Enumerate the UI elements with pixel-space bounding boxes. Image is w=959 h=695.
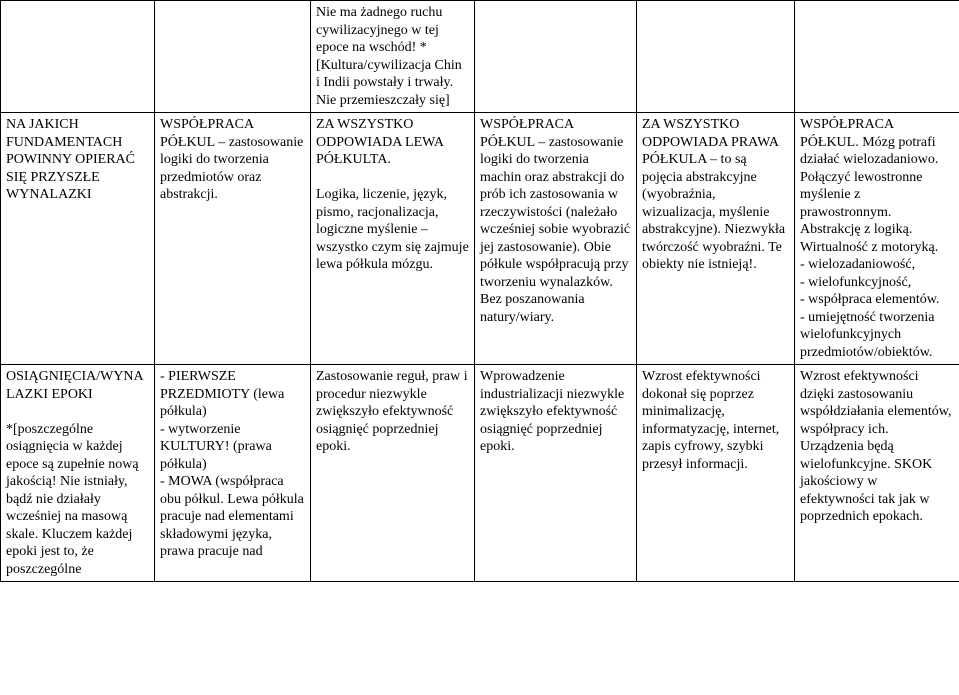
cell: NA JAKICH FUNDAMENTACH POWINNY OPIERAĆ S… bbox=[1, 113, 155, 365]
cell: WSPÓŁPRACA PÓŁKUL – zastosowanie logiki … bbox=[155, 113, 311, 365]
cell: ZA WSZYSTKO ODPOWIADA LEWA PÓŁKULTA.Logi… bbox=[311, 113, 475, 365]
cell: Zastosowanie reguł, praw i procedur niez… bbox=[311, 365, 475, 582]
table-row: NA JAKICH FUNDAMENTACH POWINNY OPIERAĆ S… bbox=[1, 113, 959, 365]
cell bbox=[155, 1, 311, 113]
cell: Wprowadzenie industrializacji niezwykle … bbox=[475, 365, 637, 582]
cell: WSPÓŁPRACA PÓŁKUL – zastosowanie logiki … bbox=[475, 113, 637, 365]
table-row: OSIĄGNIĘCIA/WYNALAZKI EPOKI*[poszczególn… bbox=[1, 365, 959, 582]
cell: - PIERWSZE PRZEDMIOTY (lewa półkula)- wy… bbox=[155, 365, 311, 582]
cell: Wzrost efektywności dokonał się poprzez … bbox=[637, 365, 795, 582]
table-row: Nie ma żadnego ruchu cywilizacyjnego w t… bbox=[1, 1, 959, 113]
cell: Wzrost efektywności dzięki zastosowaniu … bbox=[795, 365, 959, 582]
cell bbox=[1, 1, 155, 113]
comparison-table: Nie ma żadnego ruchu cywilizacyjnego w t… bbox=[0, 0, 959, 582]
cell bbox=[475, 1, 637, 113]
cell bbox=[637, 1, 795, 113]
cell: WSPÓŁPRACA PÓŁKUL. Mózg potrafi działać … bbox=[795, 113, 959, 365]
cell bbox=[795, 1, 959, 113]
cell: Nie ma żadnego ruchu cywilizacyjnego w t… bbox=[311, 1, 475, 113]
cell: OSIĄGNIĘCIA/WYNALAZKI EPOKI*[poszczególn… bbox=[1, 365, 155, 582]
cell: ZA WSZYSTKO ODPOWIADA PRAWA PÓŁKULA – to… bbox=[637, 113, 795, 365]
